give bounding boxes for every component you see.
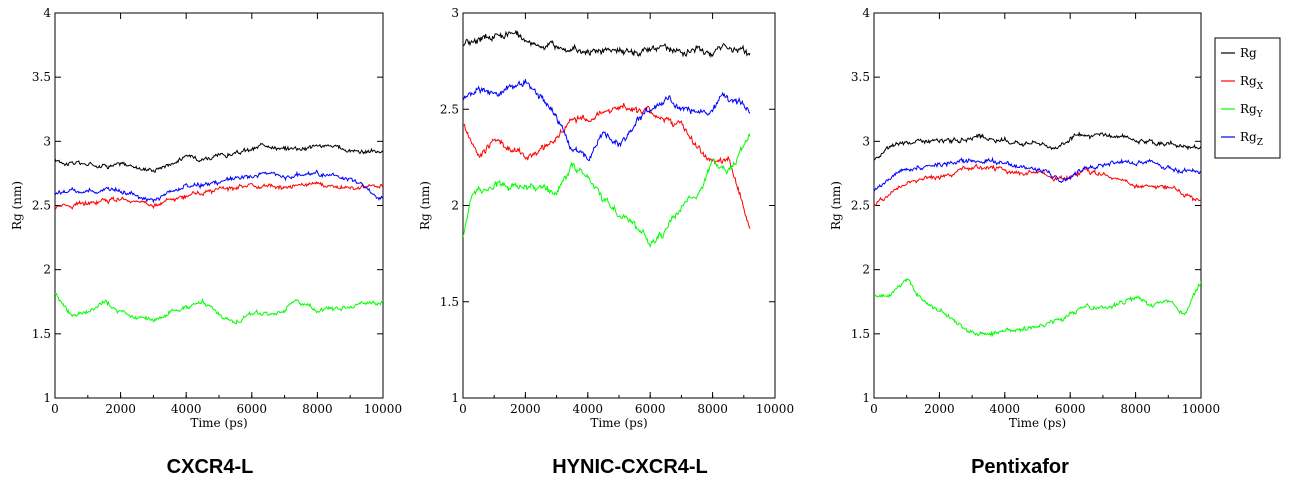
x-tick-label: 6000 [237,402,268,416]
y-tick-label: 1 [451,391,459,405]
y-tick-label: 1 [862,391,870,405]
legend-label-rgx: RgX [1240,74,1264,92]
y-tick-label: 3.5 [851,70,870,84]
y-tick-label: 1.5 [32,327,51,341]
panel-hynic-cxcr4-l: 0 2000 4000 6000 8000 10000 1 1.5 2 2.5 3 Time (ps)… [418,6,794,430]
x-tick-label: 4000 [573,402,604,416]
series-rg-pentixafor [874,131,1201,161]
x-tick-label: 10000 [1182,402,1220,416]
y-tick-label: 2 [451,199,459,213]
series-rgy-cxcr4-l [55,292,383,325]
legend-label-rg: Rg [1240,46,1257,60]
series-rgx-cxcr4-l [55,181,383,210]
y-tick-label: 4 [43,6,51,20]
y-tick-label: 2 [862,263,870,277]
caption-pentixafor: Pentixafor [971,456,1069,478]
x-tick-label: 2000 [510,402,541,416]
series-rgz-hynic-cxcr4-l [463,79,751,162]
legend-label-rgy: RgY [1240,102,1264,120]
y-tick-label: 3 [43,134,51,148]
plot-frame [462,12,776,399]
plot-frame [873,12,1202,399]
y-axis-title: Rg (nm) [418,181,432,230]
y-tick-label: 3 [862,134,870,148]
x-tick-label: 10000 [756,402,794,416]
x-axis-title: Time (ps) [1009,416,1066,430]
x-tick-label: 8000 [697,402,728,416]
caption-cxcr4-l: CXCR4-L [166,456,254,478]
series-rgy-hynic-cxcr4-l [463,132,751,249]
x-tick-label: 2000 [924,402,955,416]
y-tick-label: 1 [43,391,51,405]
caption-hynic-cxcr4-l: HYNIC-CXCR4-L [552,456,708,478]
x-tick-label: 4000 [171,402,202,416]
x-tick-label: 6000 [1055,402,1086,416]
series-rgz-pentixafor [874,156,1201,192]
series-rgz-cxcr4-l [55,169,383,204]
y-tick-label: 2.5 [851,199,870,213]
y-tick-label: 3.5 [32,70,51,84]
y-tick-label: 2 [43,263,51,277]
legend-label-rgz: RgZ [1240,130,1263,148]
y-tick-label: 2.5 [440,102,459,116]
legend-box [1214,37,1281,159]
x-tick-label: 2000 [105,402,136,416]
y-tick-label: 2.5 [32,199,51,213]
series-rg-cxcr4-l [55,142,383,174]
y-tick-label: 3 [451,6,459,20]
x-axis-title: Time (ps) [590,416,647,430]
legend: Rg RgX RgY RgZ [1214,37,1281,159]
x-tick-label: 0 [459,402,467,416]
series-rgx-hynic-cxcr4-l [463,102,751,229]
panel-pentixafor: 0 2000 4000 6000 8000 10000 1 1.5 2 2.5 3 3.5 4 Time … [829,6,1220,430]
y-axis-title: Rg (nm) [829,181,843,230]
y-tick-label: 1.5 [851,327,870,341]
x-tick-label: 4000 [990,402,1021,416]
x-tick-label: 10000 [364,402,402,416]
series-rg-hynic-cxcr4-l [463,30,751,59]
x-axis-title: Time (ps) [190,416,247,430]
panel-cxcr4-l: 0 2000 4000 6000 8000 10000 1 1.5 2 2.5 3 3.5 4 Time … [10,6,402,430]
x-tick-label: 0 [870,402,878,416]
y-tick-label: 1.5 [440,295,459,309]
x-tick-label: 8000 [302,402,333,416]
series-rgx-pentixafor [874,163,1201,207]
plot-frame [54,12,384,399]
x-tick-label: 6000 [635,402,666,416]
x-tick-label: 0 [51,402,59,416]
y-tick-label: 4 [862,6,870,20]
series-rgy-pentixafor [874,277,1201,338]
y-axis-title: Rg (nm) [10,181,24,230]
x-tick-label: 8000 [1120,402,1151,416]
